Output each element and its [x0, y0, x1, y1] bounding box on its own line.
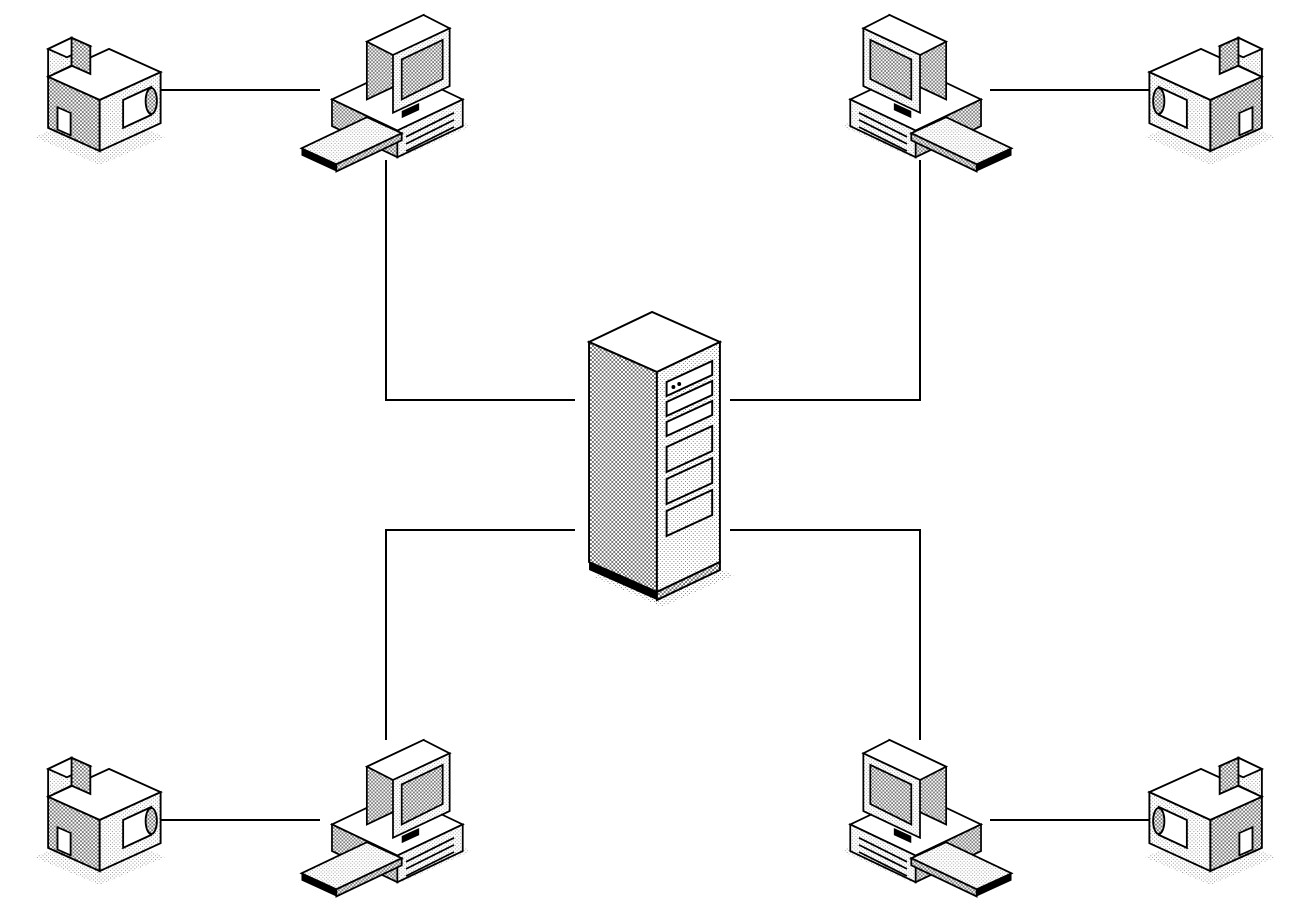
edge-server-pc-tr — [730, 160, 920, 400]
node-cam-br — [1145, 758, 1276, 885]
edge-server-pc-tl — [386, 160, 575, 400]
server-icon — [589, 312, 734, 607]
camera-icon — [34, 38, 165, 165]
nodes-layer — [34, 15, 1276, 896]
camera-icon — [1145, 758, 1276, 885]
workstation-icon — [842, 15, 1012, 171]
workstation-icon — [301, 740, 471, 896]
node-pc-tr — [842, 15, 1012, 171]
network-diagram — [0, 0, 1309, 914]
node-cam-bl — [34, 758, 165, 885]
workstation-icon — [301, 15, 471, 171]
node-cam-tl — [34, 38, 165, 165]
node-server — [589, 312, 734, 607]
workstation-icon — [842, 740, 1012, 896]
edge-server-pc-bl — [386, 530, 575, 740]
node-pc-tl — [301, 15, 471, 171]
node-pc-bl — [301, 740, 471, 896]
edge-server-pc-br — [730, 530, 920, 740]
camera-icon — [1145, 38, 1276, 165]
node-cam-tr — [1145, 38, 1276, 165]
camera-icon — [34, 758, 165, 885]
node-pc-br — [842, 740, 1012, 896]
